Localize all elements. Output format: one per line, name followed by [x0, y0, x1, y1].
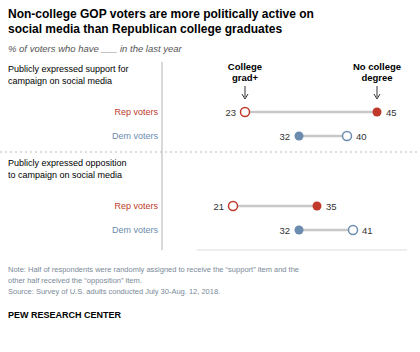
- chart: Non-college GOP voters are more politica…: [0, 0, 420, 352]
- source: PEW RESEARCH CENTER: [8, 310, 122, 320]
- dot: [313, 202, 322, 211]
- dot: [295, 132, 304, 141]
- data-label: 23: [225, 107, 236, 118]
- dot: [241, 108, 250, 117]
- dot: [373, 108, 382, 117]
- note: Note: Half of respondents were randomly …: [8, 265, 299, 296]
- header-arrow: [245, 86, 246, 97]
- dot: [343, 132, 352, 141]
- column-header: No collegedegree: [353, 61, 401, 83]
- header-arrow-head: [242, 94, 248, 99]
- section-label: Publicly expressed oppositionto campaign…: [8, 158, 127, 180]
- row-label: Dem voters: [112, 225, 159, 235]
- row-label: Dem voters: [112, 131, 159, 141]
- axis-line: [197, 250, 407, 251]
- connector: [233, 205, 317, 208]
- dot: [349, 226, 358, 235]
- data-label: 32: [279, 225, 290, 236]
- data-label: 41: [362, 225, 373, 236]
- row-label: Rep voters: [114, 201, 158, 211]
- column-header: Collegegrad+: [228, 61, 262, 83]
- title: Non-college GOP voters are more politica…: [8, 7, 314, 36]
- connector: [299, 229, 353, 232]
- data-label: 45: [386, 107, 397, 118]
- connector: [299, 135, 347, 138]
- plot-area: [229, 108, 382, 235]
- subtitle: % of voters who have ___ in the last yea…: [8, 43, 183, 54]
- section-label: Publicly expressed support forcampaign o…: [8, 64, 129, 86]
- data-label: 21: [213, 201, 224, 212]
- dot: [295, 226, 304, 235]
- dot: [229, 202, 238, 211]
- header-arrow-head: [374, 94, 380, 99]
- data-label: 35: [326, 201, 337, 212]
- data-label: 32: [279, 131, 290, 142]
- header-arrow: [377, 86, 378, 97]
- data-label: 40: [356, 131, 367, 142]
- section-separator: [0, 152, 420, 153]
- connector: [245, 111, 377, 114]
- row-label: Rep voters: [114, 107, 158, 117]
- separator-vertical: [162, 62, 163, 250]
